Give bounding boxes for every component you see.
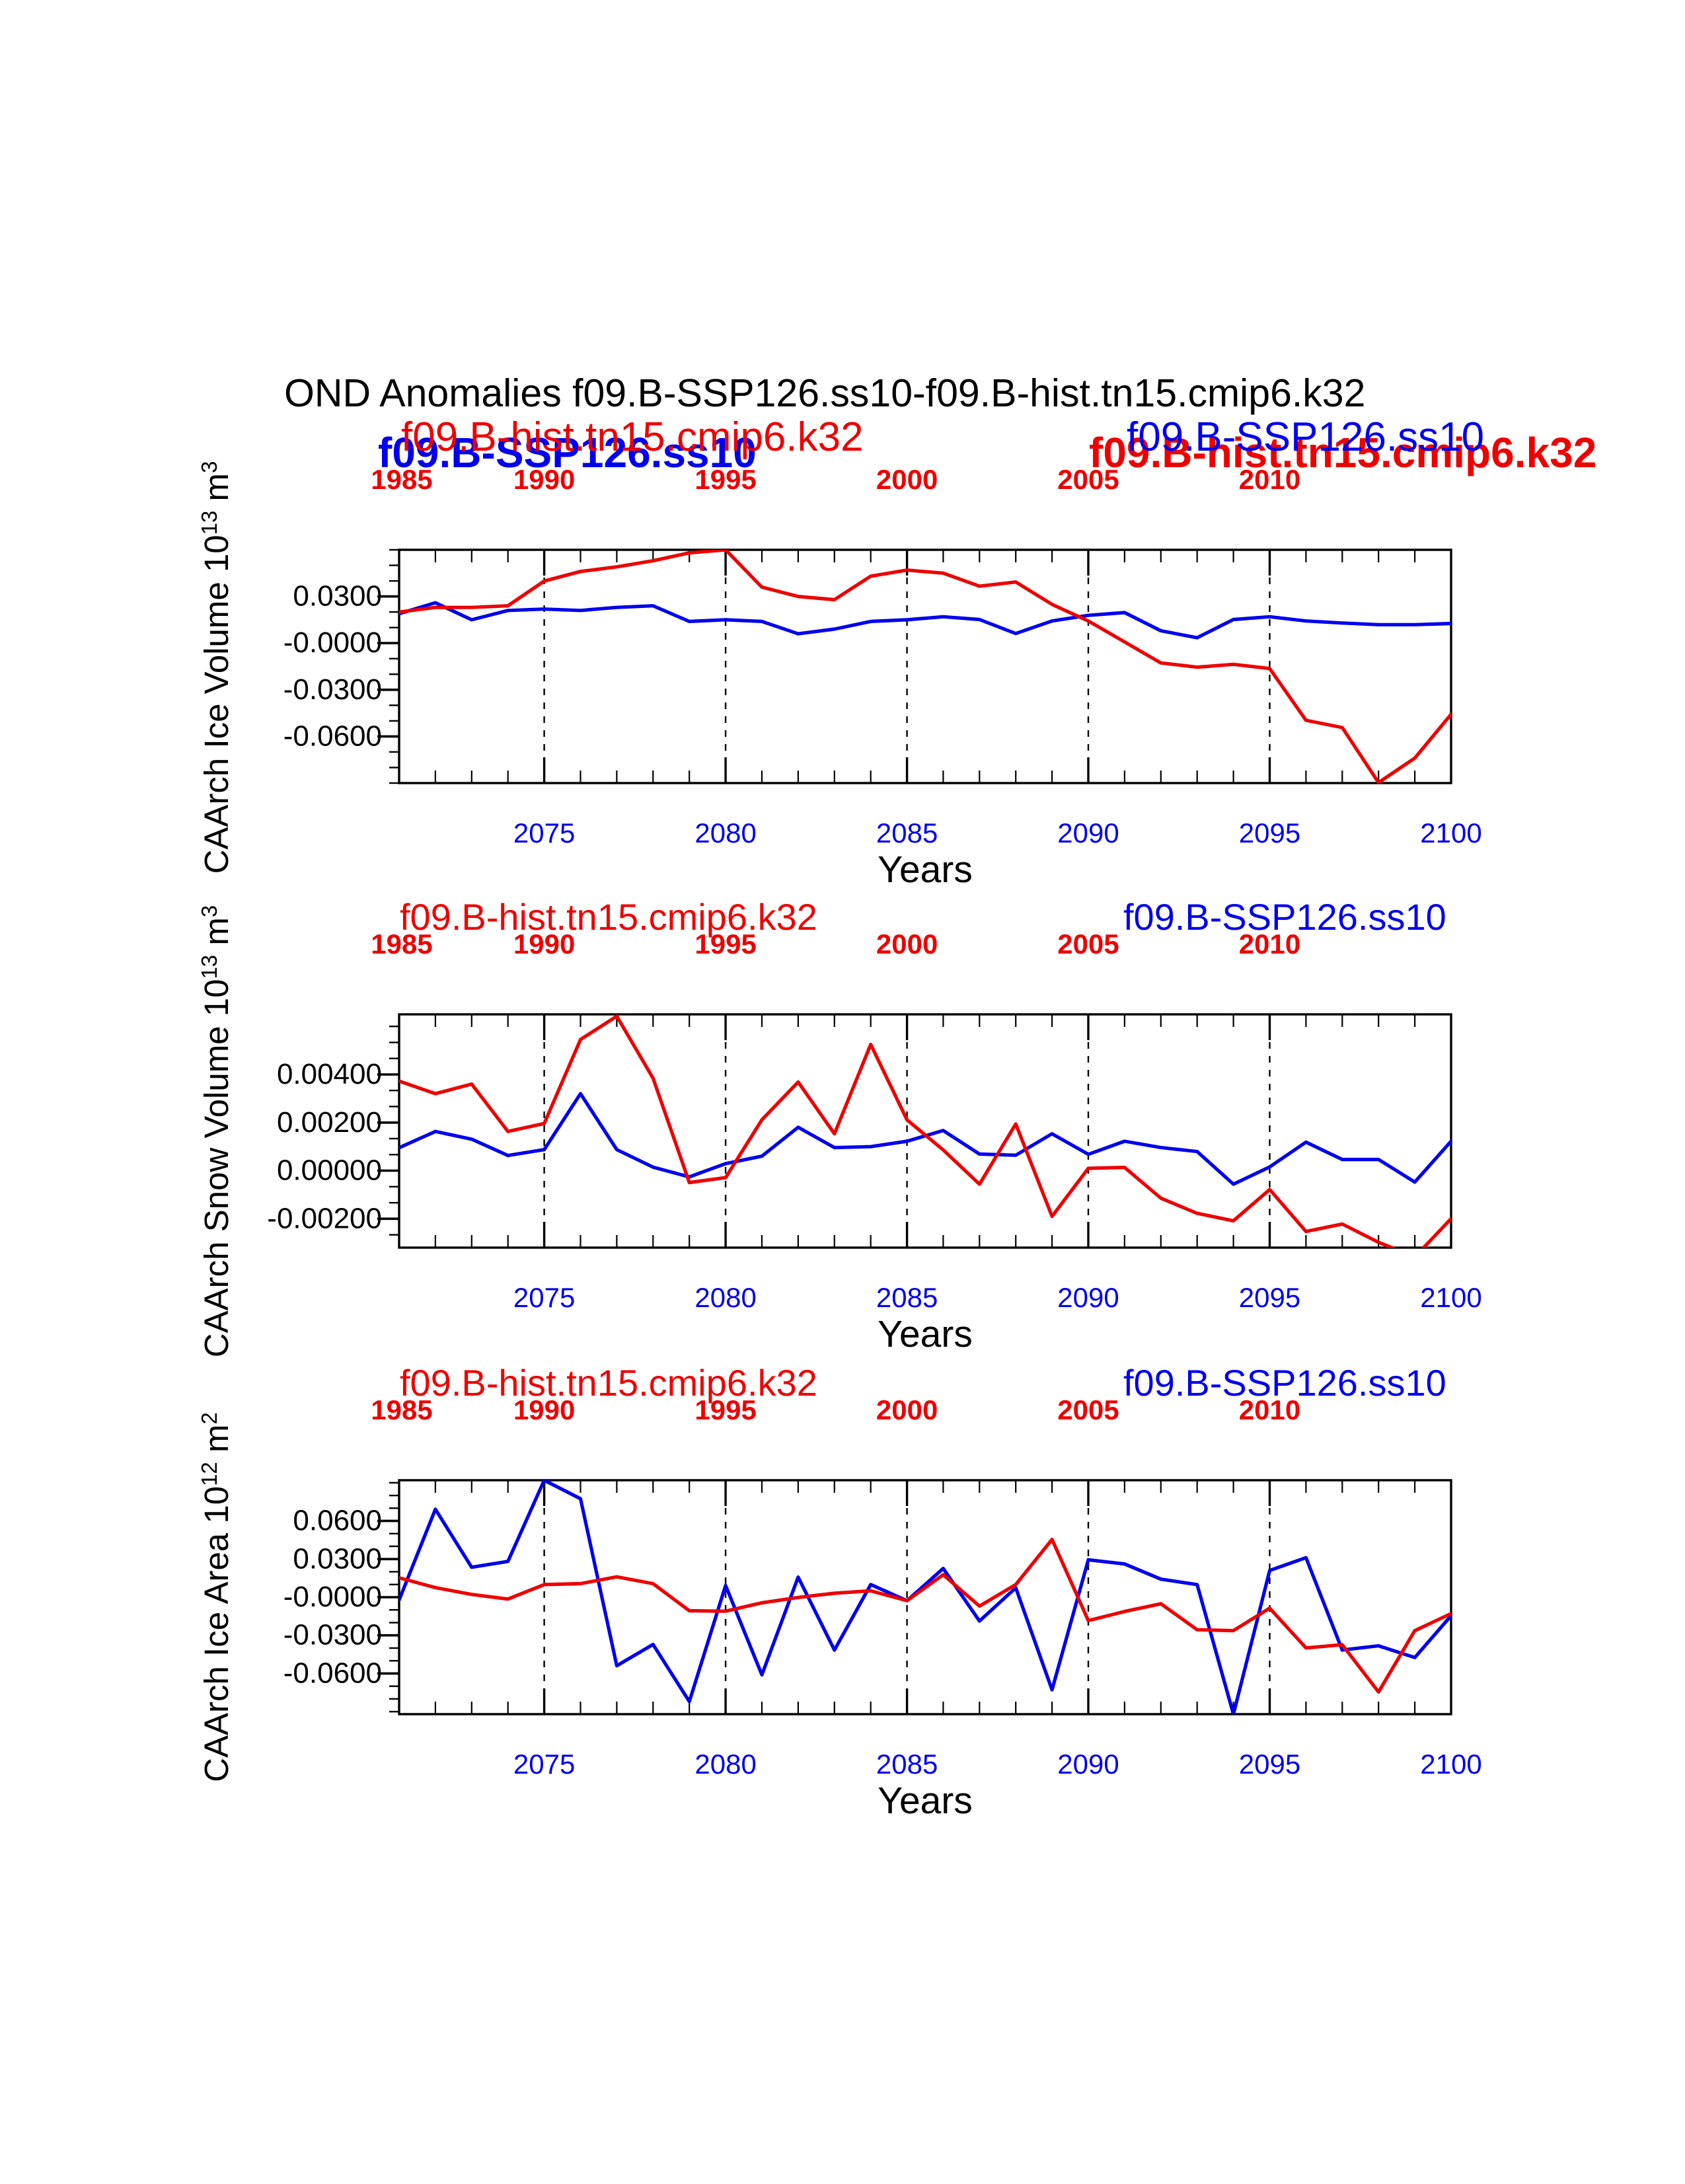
svg-text:1985: 1985 [371,464,432,495]
svg-text:-0.00200: -0.00200 [267,1202,382,1234]
svg-text:1985: 1985 [371,928,432,960]
svg-text:2000: 2000 [876,1394,938,1425]
svg-text:Years: Years [878,1780,973,1822]
svg-text:2005: 2005 [1057,928,1119,960]
svg-text:Years: Years [878,848,973,891]
svg-text:2090: 2090 [1057,1282,1119,1313]
svg-text:1995: 1995 [694,1394,756,1425]
svg-text:0.00000: 0.00000 [277,1154,382,1187]
svg-text:2080: 2080 [694,817,756,848]
svg-text:2080: 2080 [694,1749,756,1780]
svg-text:1995: 1995 [694,928,756,960]
svg-text:2085: 2085 [876,1282,938,1313]
svg-text:-0.0300: -0.0300 [283,673,382,706]
svg-text:2005: 2005 [1057,464,1119,495]
svg-text:2100: 2100 [1420,817,1481,848]
svg-text:1985: 1985 [371,1394,432,1425]
svg-text:2090: 2090 [1057,1749,1119,1780]
svg-text:1990: 1990 [513,1394,575,1425]
svg-text:2095: 2095 [1239,817,1300,848]
svg-text:-0.0600: -0.0600 [283,1657,382,1689]
svg-text:2100: 2100 [1420,1749,1481,1780]
svg-text:f09.B-hist.tn15.cmip6.k32: f09.B-hist.tn15.cmip6.k32 [401,414,864,460]
svg-text:1995: 1995 [694,464,756,495]
svg-text:0.00400: 0.00400 [277,1058,382,1090]
svg-text:0.0300: 0.0300 [293,580,382,613]
svg-text:2000: 2000 [876,464,938,495]
svg-text:1990: 1990 [513,928,575,960]
svg-text:2010: 2010 [1239,928,1300,960]
svg-text:2095: 2095 [1239,1282,1300,1313]
svg-text:2005: 2005 [1057,1394,1119,1425]
svg-text:f09.B-SSP126.ss10: f09.B-SSP126.ss10 [1127,414,1484,460]
svg-text:OND Anomalies f09.B-SSP126.ss1: OND Anomalies f09.B-SSP126.ss10-f09.B-hi… [284,371,1365,415]
svg-text:0.00200: 0.00200 [277,1106,382,1139]
svg-text:2000: 2000 [876,928,938,960]
svg-text:2085: 2085 [876,1749,938,1780]
svg-text:2075: 2075 [513,1282,575,1313]
svg-text:2080: 2080 [694,1282,756,1313]
svg-text:2010: 2010 [1239,464,1300,495]
svg-text:1990: 1990 [513,464,575,495]
svg-text:2075: 2075 [513,1749,575,1780]
svg-text:2100: 2100 [1420,1282,1481,1313]
svg-text:-0.0600: -0.0600 [283,720,382,752]
svg-text:Years: Years [878,1313,973,1355]
svg-text:0.0600: 0.0600 [293,1505,382,1537]
svg-text:2085: 2085 [876,817,938,848]
svg-text:2090: 2090 [1057,817,1119,848]
svg-text:0.0300: 0.0300 [293,1542,382,1575]
svg-text:-0.0300: -0.0300 [283,1619,382,1651]
svg-text:2095: 2095 [1239,1749,1300,1780]
svg-text:2010: 2010 [1239,1394,1300,1425]
svg-text:2075: 2075 [513,817,575,848]
svg-text:-0.0000: -0.0000 [283,626,382,659]
svg-text:-0.0000: -0.0000 [283,1581,382,1613]
